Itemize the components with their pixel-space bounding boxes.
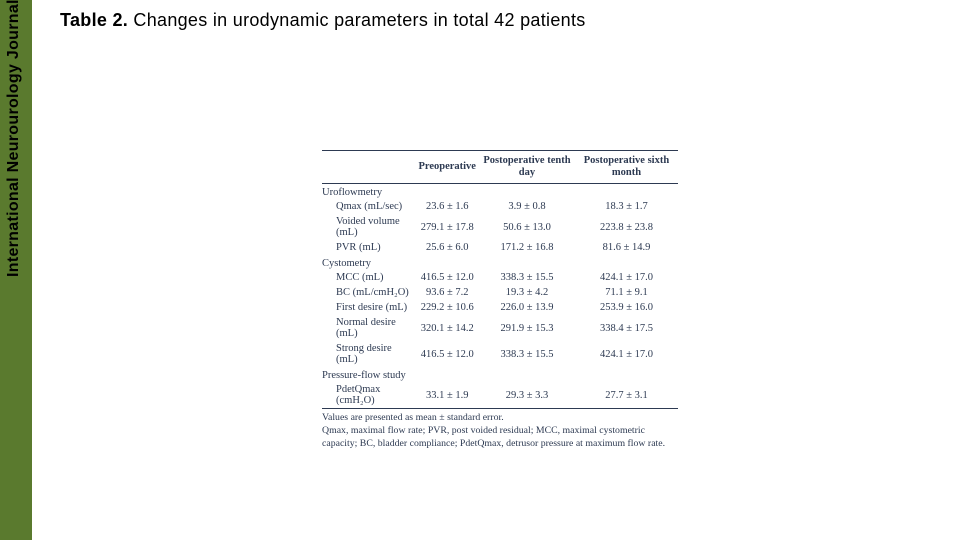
section-pressureflow: Pressure-flow study xyxy=(322,367,678,382)
table-row: PVR (mL)25.6 ± 6.0171.2 ± 16.881.6 ± 14.… xyxy=(322,240,678,255)
footnote-abbrev: Qmax, maximal flow rate; PVR, post voide… xyxy=(322,425,678,450)
table-row: Qmax (mL/sec)23.6 ± 1.63.9 ± 0.818.3 ± 1… xyxy=(322,199,678,214)
table-row: Voided volume (mL)279.1 ± 17.850.6 ± 13.… xyxy=(322,214,678,240)
table-row: PdetQmax (cmH₂O)33.1 ± 1.929.3 ± 3.327.7… xyxy=(322,382,678,409)
table-caption: Table 2. Changes in urodynamic parameter… xyxy=(60,10,586,31)
data-table-container: Preoperative Postoperative tenth day Pos… xyxy=(322,150,678,450)
journal-citation: International Neurourology Journal 2012;… xyxy=(5,0,23,277)
col-header-param xyxy=(322,151,415,184)
table-number: Table 2. xyxy=(60,10,128,30)
table-row: BC (mL/cmH₂O)93.6 ± 7.219.3 ± 4.271.1 ± … xyxy=(322,285,678,300)
col-header-postop6m: Postoperative sixth month xyxy=(575,151,678,184)
col-header-postop10: Postoperative tenth day xyxy=(479,151,575,184)
section-uroflowmetry: Uroflowmetry xyxy=(322,184,678,200)
section-cystometry: Cystometry xyxy=(322,255,678,270)
footnote-values: Values are presented as mean ± standard … xyxy=(322,412,678,425)
table-header-row: Preoperative Postoperative tenth day Pos… xyxy=(322,151,678,184)
table-row: First desire (mL)229.2 ± 10.6226.0 ± 13.… xyxy=(322,300,678,315)
table-footnotes: Values are presented as mean ± standard … xyxy=(322,412,678,450)
col-header-preop: Preoperative xyxy=(415,151,479,184)
table-title: Changes in urodynamic parameters in tota… xyxy=(128,10,585,30)
table-row: Normal desire (mL)320.1 ± 14.2291.9 ± 15… xyxy=(322,315,678,341)
table-row: Strong desire (mL)416.5 ± 12.0338.3 ± 15… xyxy=(322,341,678,367)
table-row: MCC (mL)416.5 ± 12.0338.3 ± 15.5424.1 ± … xyxy=(322,270,678,285)
urodynamic-table: Preoperative Postoperative tenth day Pos… xyxy=(322,150,678,409)
